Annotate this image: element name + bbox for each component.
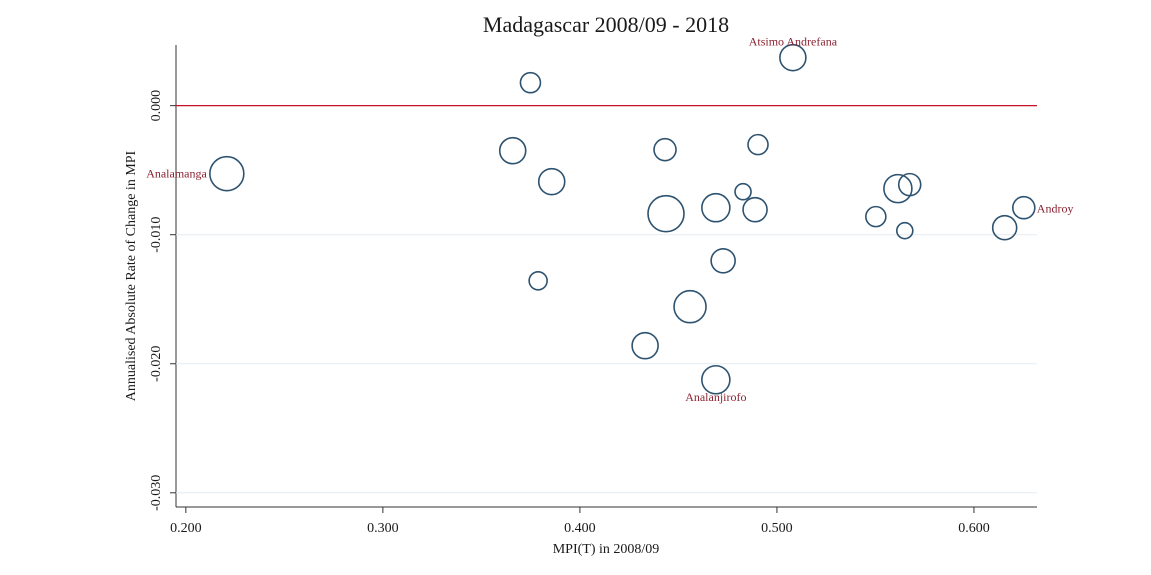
point-label: Analanjirofo (685, 390, 746, 404)
point-label: Atsimo Andrefana (749, 35, 838, 49)
bubble (779, 43, 807, 72)
bubble (701, 192, 731, 223)
bubble (537, 167, 566, 196)
y-tick-label: -0.030 (149, 475, 164, 511)
x-tick-label: 0.200 (170, 521, 202, 536)
point-label: Androy (1037, 202, 1074, 216)
bubble (747, 133, 769, 156)
bubble (895, 221, 914, 240)
bubble (701, 364, 731, 395)
bubble (631, 331, 659, 360)
x-tick-label: 0.500 (761, 521, 793, 536)
x-tick-label: 0.300 (367, 521, 399, 536)
bubble (647, 194, 685, 233)
y-tick-label: -0.020 (149, 346, 164, 382)
bubble (519, 71, 542, 94)
bubble (209, 155, 245, 192)
x-tick-label: 0.400 (564, 521, 596, 536)
bubble (653, 137, 677, 162)
bubble (883, 173, 913, 204)
bubble (673, 289, 707, 324)
x-axis-title: MPI(T) in 2008/09 (553, 542, 660, 557)
bubble (991, 214, 1018, 241)
point-label: Analamanga (146, 167, 207, 181)
y-tick-label: 0.000 (149, 90, 164, 122)
bubble (865, 205, 887, 228)
bubble (1011, 195, 1036, 220)
x-tick-label: 0.600 (958, 521, 990, 536)
y-axis-title: Annualised Absolute Rate of Change in MP… (124, 150, 139, 401)
chart-title: Madagascar 2008/09 - 2018 (483, 12, 729, 37)
bubble (897, 172, 922, 197)
bubble (498, 136, 527, 165)
bubble (710, 247, 736, 274)
y-tick-label: -0.010 (149, 217, 164, 253)
bubble (528, 270, 548, 291)
bubble (734, 182, 752, 201)
bubble (742, 196, 768, 223)
